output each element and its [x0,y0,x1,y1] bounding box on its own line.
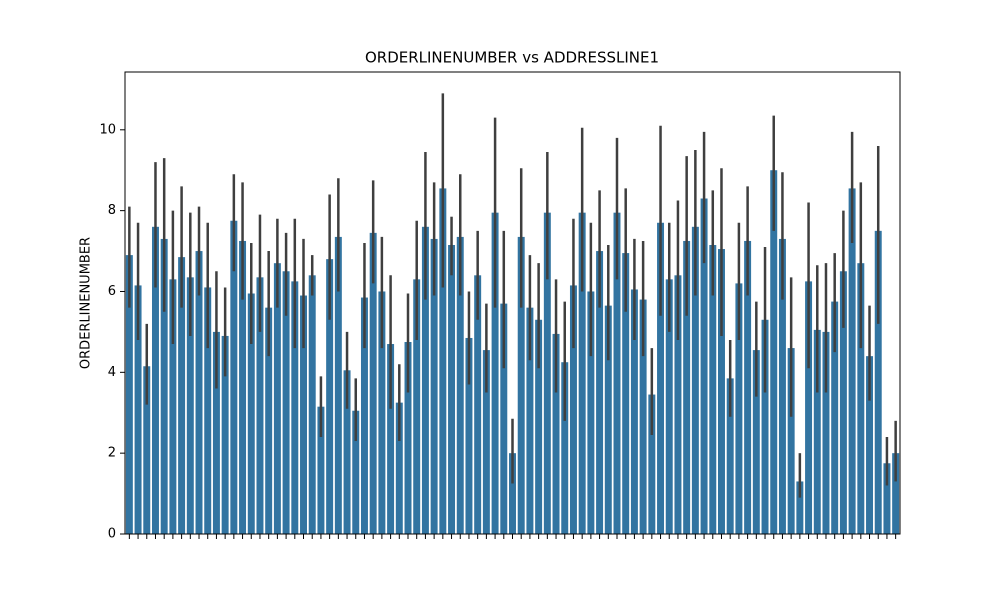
bar [744,240,752,534]
bar [413,279,421,534]
bar [596,251,604,534]
bar [787,348,795,534]
bar [143,366,151,534]
y-tick-label: 0 [108,527,116,542]
bar [892,453,900,534]
bar [334,236,342,534]
bar [378,291,386,534]
bar [796,481,804,534]
bar [630,289,638,534]
y-tick-label: 2 [108,446,116,461]
bar [665,279,673,534]
bar [125,255,133,534]
bar [866,356,874,534]
bar [387,344,395,534]
bar [491,212,499,534]
bar [291,281,299,534]
bar [308,275,316,534]
y-axis-label: ORDERLINENUMBER [79,237,94,369]
bar [300,295,307,534]
chart-title: ORDERLINENUMBER vs ADDRESSLINE1 [365,49,659,67]
bar [404,342,412,534]
bar [718,249,725,534]
bar [439,188,447,534]
bar [526,307,534,534]
bar [212,331,220,534]
bar [352,410,360,534]
bar [273,263,281,534]
bar [700,198,708,534]
bar [456,236,464,534]
bar [230,220,238,534]
bar [761,319,769,534]
bar [848,188,856,534]
bar [509,453,516,534]
bar [543,212,551,534]
bar [326,259,334,534]
bar [587,291,595,534]
bar [465,337,473,534]
bar [578,212,586,534]
bar [561,362,569,534]
bar [517,236,525,534]
bar [151,226,159,534]
bar [639,299,647,534]
bar [613,212,621,534]
bar [648,394,656,534]
bar [204,287,212,534]
bar [343,370,351,534]
bar [239,240,247,534]
bar [500,303,508,534]
bar [831,301,839,534]
bar [674,275,682,534]
bar [726,378,734,534]
bar [282,271,290,534]
bar [134,285,142,534]
bar [448,244,456,534]
bar [622,253,630,534]
bar [317,406,325,534]
bar [770,170,778,535]
bar [813,329,821,534]
bar [735,283,743,534]
bar [221,335,229,534]
bar [395,402,403,534]
y-tick-label: 8 [108,203,116,218]
bar [683,240,691,534]
bar [552,333,560,534]
bar [178,257,186,534]
bar [421,226,429,534]
bar [691,226,699,534]
bar [169,279,177,534]
bar [474,275,482,534]
bar [535,319,543,534]
bar [369,232,377,534]
bar [482,350,490,534]
bar [160,238,168,534]
bar [569,285,577,534]
bar [778,238,786,534]
bar [839,271,847,534]
bar [256,277,264,534]
bar [805,281,813,534]
bar [874,230,882,534]
plot-frame [124,71,901,535]
bar [604,305,612,534]
bar [709,244,717,534]
bar [247,293,255,534]
bar [857,263,865,534]
y-tick-label: 4 [108,365,116,380]
bar [430,238,438,534]
bar [265,307,273,534]
bar [752,350,760,534]
bar [195,251,203,534]
bar [186,277,194,534]
bar [360,297,368,534]
y-tick-label: 6 [108,284,116,299]
bar [657,222,665,534]
bar [883,463,891,534]
bar [822,331,830,534]
y-tick-label: 10 [99,122,116,137]
